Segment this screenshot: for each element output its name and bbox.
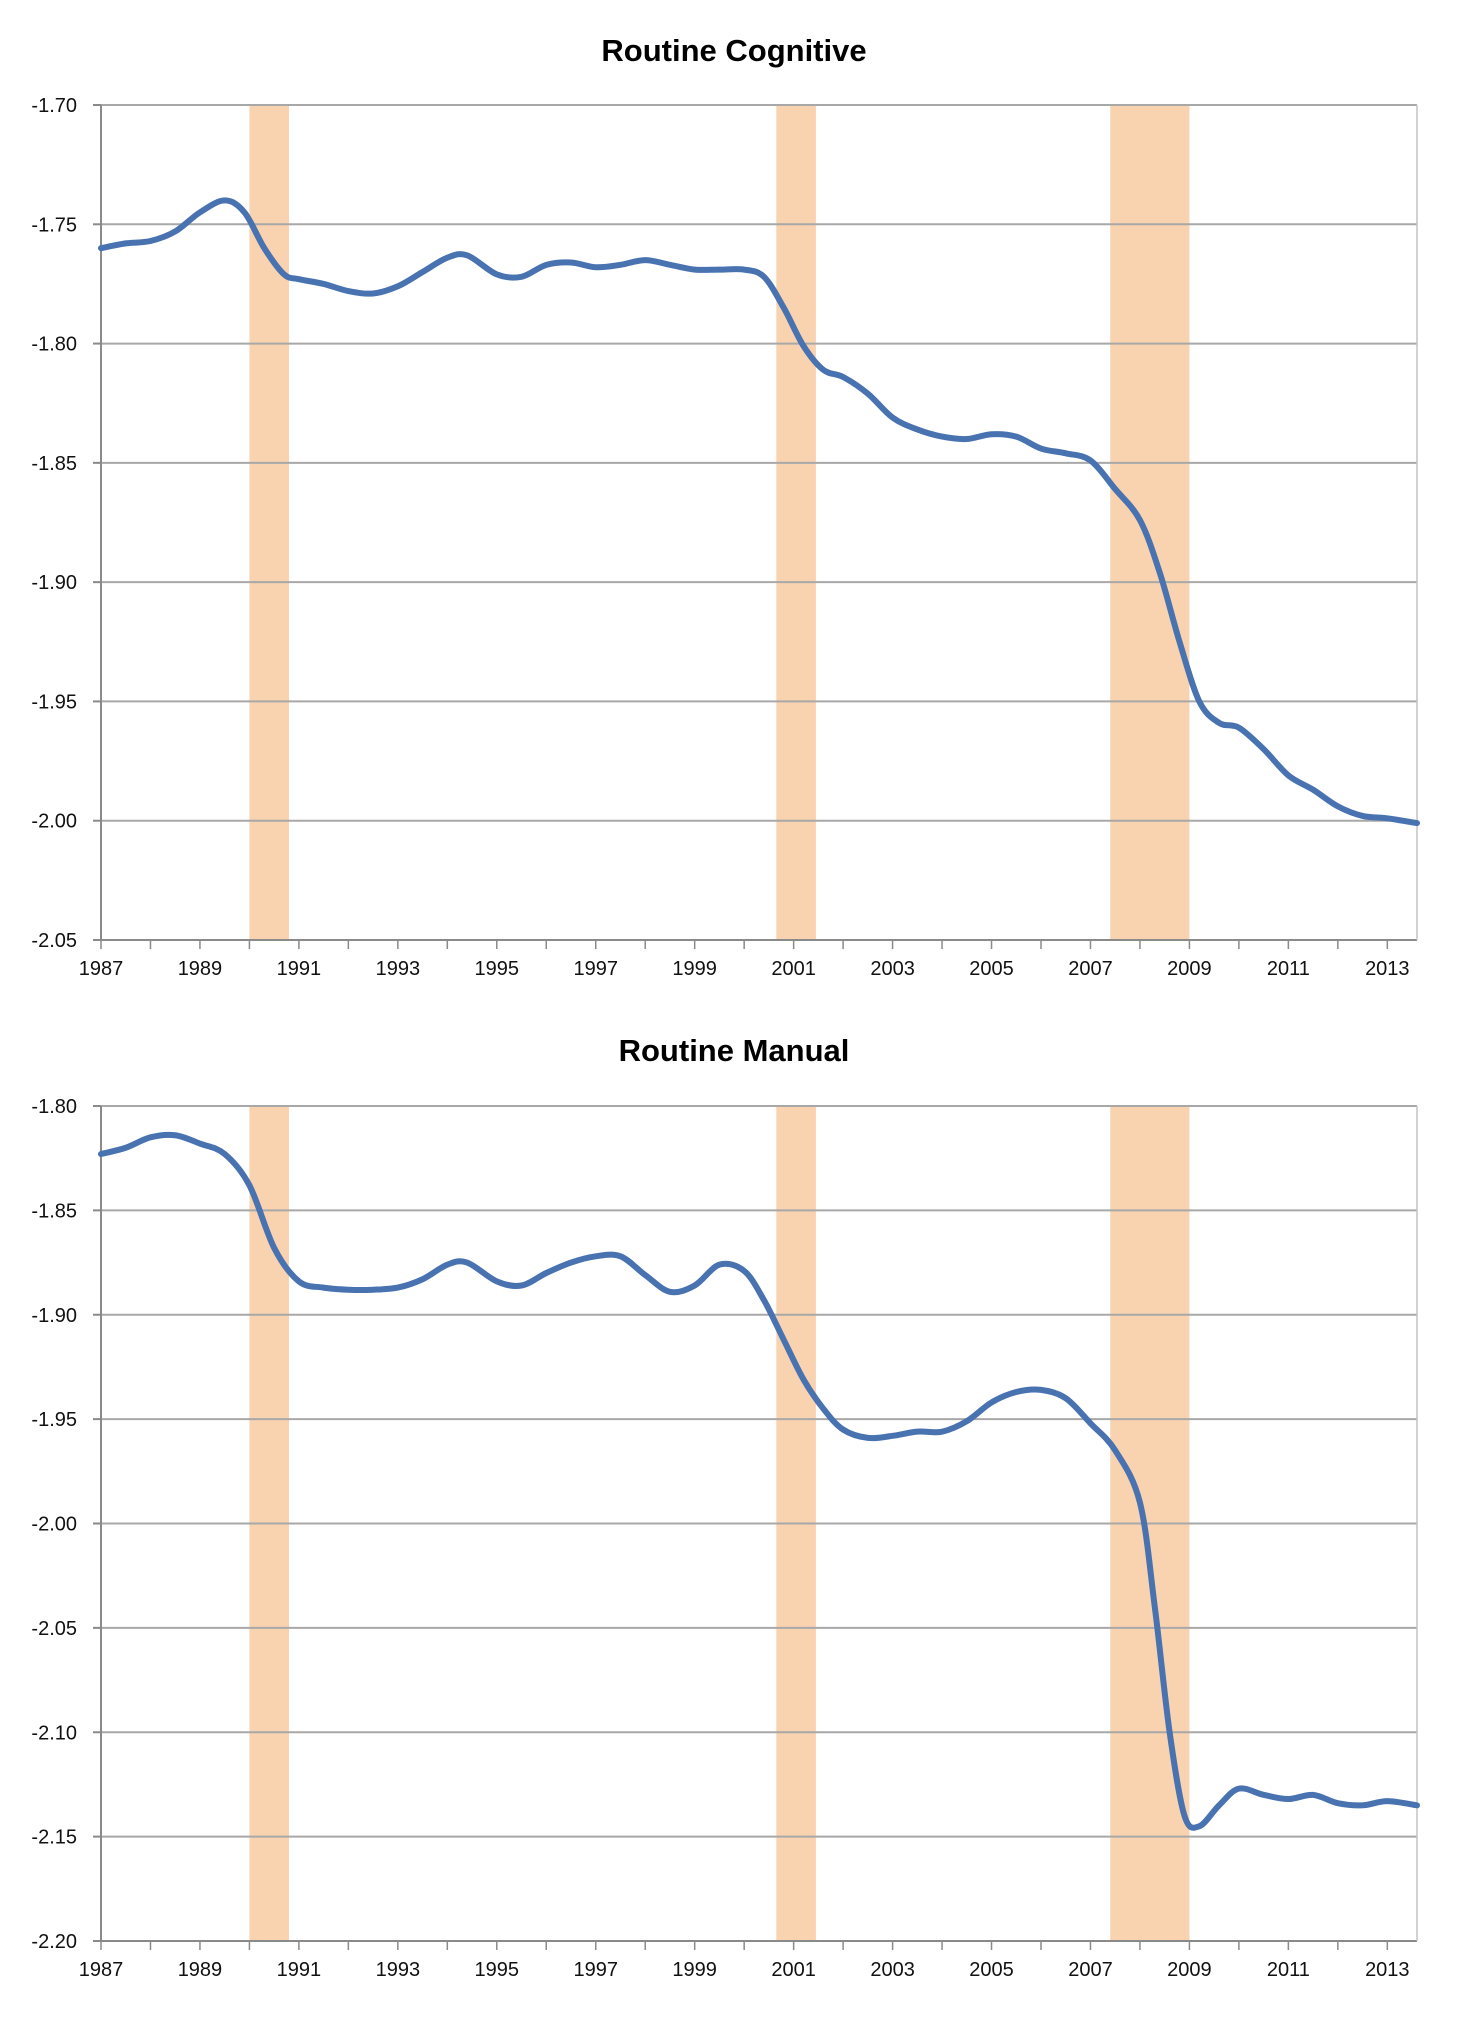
gridlines xyxy=(101,104,1417,941)
chart-title: Routine Cognitive xyxy=(601,33,866,68)
x-tick-label: 2003 xyxy=(870,958,915,980)
x-tick-label: 1987 xyxy=(79,1959,124,1981)
y-tick-label: -2.15 xyxy=(31,1827,77,1849)
x-tick-label: 1987 xyxy=(79,958,124,980)
y-tick-label: -1.80 xyxy=(31,334,77,356)
y-tick-label: -1.80 xyxy=(31,1096,77,1118)
y-tick-label: -2.05 xyxy=(31,1618,77,1640)
y-tick-label: -2.05 xyxy=(31,930,77,952)
y-tick-label: -1.95 xyxy=(31,1409,77,1431)
x-tick-label: 1991 xyxy=(277,958,322,980)
series-line xyxy=(98,197,1420,827)
y-tick-label: -2.00 xyxy=(31,811,77,833)
gridlines xyxy=(101,1105,1417,1942)
y-tick-label: -1.85 xyxy=(31,1200,77,1222)
y-tick-label: -2.20 xyxy=(31,1931,77,1953)
recession-band xyxy=(776,105,816,940)
axes xyxy=(93,1105,1418,1950)
x-tick-label: 1993 xyxy=(376,958,421,980)
x-tick-label: 2005 xyxy=(969,1959,1014,1981)
x-tick-label: 2003 xyxy=(870,1959,915,1981)
x-tick-label: 1999 xyxy=(672,1959,717,1981)
y-tick-label: -1.75 xyxy=(31,214,77,236)
y-tick-label: -1.70 xyxy=(31,95,77,117)
y-tick-label: -1.90 xyxy=(31,1305,77,1327)
recession-bands xyxy=(249,105,1190,940)
chart-title: Routine Manual xyxy=(619,1033,850,1068)
x-tick-label: 1991 xyxy=(277,1959,322,1981)
x-tick-label: 1993 xyxy=(376,1959,421,1981)
y-tick-label: -2.10 xyxy=(31,1722,77,1744)
series-lines xyxy=(98,197,1420,827)
x-tick-label: 2011 xyxy=(1267,1959,1310,1981)
x-tick-label: 2007 xyxy=(1068,958,1113,980)
x-tick-label: 2007 xyxy=(1068,1959,1113,1981)
series-line xyxy=(98,1131,1420,1831)
x-tick-label: 1989 xyxy=(178,1959,223,1981)
x-tick-label: 1999 xyxy=(672,958,717,980)
x-tick-label: 1997 xyxy=(573,1959,618,1981)
routine-cognitive-chart: Routine Cognitive -1.70-1.75-1.80-1.85-1… xyxy=(31,33,1420,980)
x-tick-label: 2013 xyxy=(1365,958,1410,980)
routine-manual-chart: Routine Manual -1.80 -1.85 -1.90 -1.95 -2.00… xyxy=(31,1033,1420,1981)
y-tick-label: -1.90 xyxy=(31,572,77,594)
x-tick-label: 2009 xyxy=(1167,1959,1212,1981)
x-tick-label: 2005 xyxy=(969,958,1014,980)
recession-band xyxy=(1110,105,1190,940)
x-tick-label: 1995 xyxy=(475,1959,520,1981)
x-tick-label: 2001 xyxy=(771,958,816,980)
x-tick-label: 2013 xyxy=(1365,1959,1410,1981)
x-tick-label: 1997 xyxy=(573,958,618,980)
recession-band xyxy=(249,105,289,940)
x-tick-labels: 1987 1989 1991 1993 1995 1997 1999 2001 2003 2005… xyxy=(79,1959,1410,1981)
y-tick-label: -2.00 xyxy=(31,1514,77,1536)
x-tick-label: 1989 xyxy=(178,958,223,980)
y-tick-label: -1.95 xyxy=(31,691,77,713)
x-tick-label: 2009 xyxy=(1167,958,1212,980)
x-tick-label: 2011 xyxy=(1267,958,1310,980)
x-tick-label: 2001 xyxy=(771,1959,816,1981)
x-tick-labels: 1987 1989 1991 1993 1995 1997 1999 2001 2003 2005… xyxy=(79,958,1410,980)
y-tick-label: -1.85 xyxy=(31,453,77,475)
axes xyxy=(93,104,1418,949)
x-tick-label: 1995 xyxy=(475,958,520,980)
y-tick-labels: -1.80 -1.85 -1.90 -1.95 -2.00 -2.05 -2.10 -2.15… xyxy=(31,1096,77,1953)
series-lines xyxy=(98,1131,1420,1831)
y-tick-labels: -1.70 -1.75 -1.80 -1.85 -1.90 -1.95 -2.00 -2.05 xyxy=(31,95,77,952)
